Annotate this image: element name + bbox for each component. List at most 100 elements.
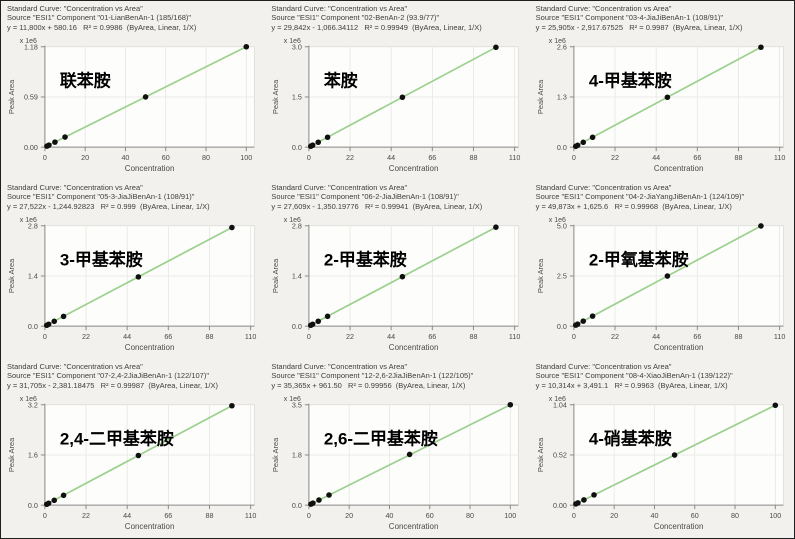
- calibration-plot: 0.0 1.8 3.5x 1e6 0 20 40 60 80 100 Concentration P…: [271, 396, 520, 531]
- data-point: [310, 500, 317, 506]
- data-point: [589, 313, 596, 319]
- x-tick-label: 88: [470, 154, 478, 162]
- y-tick-label: 2.5: [557, 273, 567, 281]
- standard-curve-panel-2-methoxyaniline: Standard Curve: "Concentration vs Area" …: [530, 180, 794, 359]
- x-tick-label: 22: [611, 333, 619, 341]
- data-point: [589, 134, 596, 141]
- data-point: [142, 94, 149, 100]
- plot-header: Standard Curve: "Concentration vs Area" …: [536, 183, 792, 211]
- data-point: [590, 492, 597, 498]
- y-tick-label: 0.52: [553, 452, 567, 460]
- y-axis-title: Peak Area: [7, 437, 16, 472]
- x-tick-label: 40: [650, 512, 658, 520]
- curve-source: Source "ESI1" Component "02-BenAn-2 (93.…: [271, 13, 440, 23]
- y-axis-title: Peak Area: [7, 79, 16, 114]
- standard-curve-panel-3-methylaniline: Standard Curve: "Concentration vs Area" …: [1, 180, 265, 359]
- y-scale-note: x 1e6: [284, 396, 301, 403]
- curve-title: Standard Curve: "Concentration vs Area": [271, 4, 408, 13]
- data-point: [664, 94, 670, 101]
- data-point: [310, 321, 316, 328]
- x-tick-label: 100: [505, 512, 517, 520]
- standard-curve-panel-aniline: Standard Curve: "Concentration vs Area" …: [265, 1, 529, 180]
- plot-header: Standard Curve: "Concentration vs Area" …: [271, 183, 527, 211]
- y-scale-note: x 1e6: [548, 38, 565, 45]
- curve-title: Standard Curve: "Concentration vs Area": [7, 362, 143, 371]
- x-axis-title: Concentration: [653, 164, 703, 173]
- curve-equation: y = 10,314x + 3,491.1 R² = 0.9963 (ByAre…: [535, 380, 728, 390]
- x-axis-title: Concentration: [653, 343, 703, 352]
- y-tick-label: 3.5: [292, 401, 302, 409]
- y-axis-title: Peak Area: [271, 79, 280, 114]
- data-point: [772, 402, 778, 409]
- curve-source: Source "ESI1" Component "06-2-JiaJiBenAn…: [271, 192, 459, 202]
- curve-source: Source "ESI1" Component "12-2,6-2JiaJiBe…: [271, 371, 474, 381]
- x-tick-label: 100: [769, 512, 781, 520]
- x-tick-label: 22: [82, 512, 90, 520]
- y-axis-title: Peak Area: [7, 258, 16, 293]
- curve-title: Standard Curve: "Concentration vs Area": [535, 362, 672, 371]
- y-axis-title: Peak Area: [271, 258, 280, 293]
- curve-title: Standard Curve: "Concentration vs Area": [7, 4, 143, 13]
- plot-header: Standard Curve: "Concentration vs Area" …: [536, 4, 792, 32]
- x-tick-label: 0: [43, 154, 47, 162]
- y-tick-label: 1.5: [292, 94, 302, 102]
- data-point: [574, 321, 581, 327]
- curve-equation: y = 27,522x - 1,244.92823 R² = 0.999 (By…: [7, 201, 210, 211]
- curve-title: Standard Curve: "Concentration vs Area": [535, 4, 672, 13]
- curve-source: Source "ESI1" Component "08-4-XiaoJiBenA…: [535, 371, 733, 381]
- x-tick-label: 110: [509, 333, 520, 341]
- x-tick-label: 66: [693, 154, 701, 162]
- x-tick-label: 20: [610, 512, 618, 520]
- curve-source: Source "ESI1" Component "05-3-JiaJiBenAn…: [7, 192, 195, 202]
- data-point: [315, 318, 322, 325]
- data-point: [580, 139, 586, 146]
- x-tick-label: 0: [307, 333, 311, 341]
- standard-curve-panel-4-nitroaniline: Standard Curve: "Concentration vs Area" …: [530, 359, 794, 538]
- data-point: [407, 451, 413, 458]
- standard-curve-panel-benzidine: Standard Curve: "Concentration vs Area" …: [1, 1, 265, 180]
- calibration-plot: 0.00 0.59 1.18x 1e6 0 20 40 60 80 100 Concentrati…: [7, 38, 255, 173]
- compound-label: 2-甲氧基苯胺: [589, 250, 689, 270]
- calibration-plot: 0.0 2.5 5.0x 1e6 0 22 44 66 88 110 Concentration P…: [536, 217, 785, 352]
- curve-title: Standard Curve: "Concentration vs Area": [7, 183, 143, 192]
- x-tick-label: 44: [652, 333, 660, 341]
- x-tick-label: 66: [164, 512, 172, 520]
- y-tick-label: 0.0: [292, 144, 302, 152]
- data-point: [574, 142, 581, 149]
- x-tick-label: 110: [774, 333, 785, 341]
- compound-label: 联苯胺: [60, 71, 111, 91]
- data-point: [316, 497, 323, 503]
- curve-equation: y = 27,609x - 1,350.19776 R² = 0.99941 (…: [271, 201, 483, 211]
- x-tick-label: 44: [388, 154, 396, 162]
- x-tick-label: 22: [82, 333, 90, 341]
- y-tick-label: 1.4: [292, 273, 302, 281]
- plot-header: Standard Curve: "Concentration vs Area" …: [271, 4, 527, 32]
- data-point: [229, 402, 235, 409]
- y-tick-label: 2.8: [292, 222, 302, 230]
- curve-title: Standard Curve: "Concentration vs Area": [271, 183, 408, 192]
- x-tick-label: 60: [426, 512, 434, 520]
- data-point: [574, 500, 581, 506]
- compound-label: 4-硝基苯胺: [589, 429, 672, 449]
- x-tick-label: 40: [121, 154, 129, 162]
- curve-equation: y = 35,365x + 961.50 R² = 0.99956 (ByAre…: [271, 380, 466, 390]
- y-scale-note: x 1e6: [284, 217, 301, 224]
- x-tick-label: 0: [572, 333, 576, 341]
- data-point: [664, 273, 670, 279]
- data-point: [671, 452, 678, 458]
- x-axis-title: Concentration: [389, 522, 439, 531]
- y-tick-label: 3.0: [292, 43, 302, 51]
- standard-curve-panel-24-dimethylaniline: Standard Curve: "Concentration vs Area" …: [1, 359, 265, 538]
- x-tick-label: 0: [572, 154, 576, 162]
- data-point: [326, 492, 333, 498]
- x-tick-label: 0: [307, 154, 311, 162]
- standard-curve-panel-4-methylaniline: Standard Curve: "Concentration vs Area" …: [530, 1, 794, 180]
- data-point: [135, 452, 142, 459]
- data-point: [60, 492, 67, 499]
- data-point: [493, 224, 500, 230]
- plot-header: Standard Curve: "Concentration vs Area" …: [7, 4, 263, 32]
- calibration-plot: 0.0 1.6 3.2x 1e6 0 22 44 66 88 110 Concentration P…: [7, 396, 256, 531]
- data-point: [399, 94, 406, 101]
- x-tick-label: 110: [509, 154, 520, 162]
